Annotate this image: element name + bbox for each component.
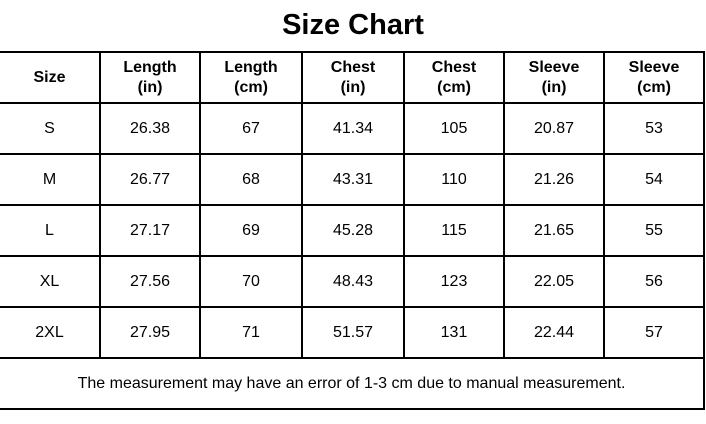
- measurement-cell: 48.43: [301, 255, 405, 308]
- note-row: The measurement may have an error of 1-3…: [0, 357, 705, 410]
- measurement-cell: 57: [603, 306, 705, 359]
- measurement-cell: 27.17: [99, 204, 201, 257]
- column-header: Size: [0, 51, 101, 104]
- measurement-cell: 70: [199, 255, 303, 308]
- measurement-cell: 22.44: [503, 306, 605, 359]
- measurement-cell: 55: [603, 204, 705, 257]
- column-header-line1: Chest: [330, 58, 376, 76]
- column-header: Length (cm): [199, 51, 303, 104]
- column-header-unit: (in): [340, 78, 366, 96]
- column-header-line1: Sleeve: [528, 58, 580, 76]
- column-header-line1: Size: [33, 68, 66, 86]
- measurement-cell: 54: [603, 153, 705, 206]
- measurement-cell: 21.65: [503, 204, 605, 257]
- measurement-cell: 22.05: [503, 255, 605, 308]
- column-header: Chest (in): [301, 51, 405, 104]
- column-header: Sleeve (cm): [603, 51, 705, 104]
- page-title: Size Chart: [282, 9, 424, 41]
- measurement-cell: 131: [403, 306, 505, 359]
- column-header-unit: (in): [137, 78, 163, 96]
- measurement-cell: 26.77: [99, 153, 201, 206]
- measurement-cell: 27.95: [99, 306, 201, 359]
- column-header: Chest (cm): [403, 51, 505, 104]
- size-cell: S: [0, 102, 101, 155]
- measurement-cell: 110: [403, 153, 505, 206]
- size-cell: XL: [0, 255, 101, 308]
- column-header: Length (in): [99, 51, 201, 104]
- column-header-unit: (in): [541, 78, 567, 96]
- measurement-cell: 51.57: [301, 306, 405, 359]
- table-row: XL 27.56 70 48.43 123 22.05 56: [0, 255, 705, 308]
- column-header-unit: (cm): [234, 78, 268, 96]
- measurement-note: The measurement may have an error of 1-3…: [0, 357, 705, 410]
- size-chart-table: Size Length (in) Length (cm) Chest (in) Chest (c…: [0, 51, 705, 410]
- table-row: M 26.77 68 43.31 110 21.26 54: [0, 153, 705, 206]
- measurement-cell: 67: [199, 102, 303, 155]
- header-row: Size Length (in) Length (cm) Chest (in) Chest (c…: [0, 51, 705, 104]
- measurement-cell: 27.56: [99, 255, 201, 308]
- measurement-cell: 71: [199, 306, 303, 359]
- measurement-cell: 21.26: [503, 153, 605, 206]
- size-cell: M: [0, 153, 101, 206]
- column-header-line1: Chest: [431, 58, 477, 76]
- column-header-line1: Length: [123, 58, 177, 76]
- measurement-cell: 115: [403, 204, 505, 257]
- measurement-cell: 45.28: [301, 204, 405, 257]
- measurement-cell: 26.38: [99, 102, 201, 155]
- column-header-unit: (cm): [437, 78, 471, 96]
- size-cell: 2XL: [0, 306, 101, 359]
- table-row: L 27.17 69 45.28 115 21.65 55: [0, 204, 705, 257]
- column-header-line1: Length: [224, 58, 278, 76]
- column-header-unit: (cm): [637, 78, 671, 96]
- column-header: Sleeve (in): [503, 51, 605, 104]
- measurement-cell: 68: [199, 153, 303, 206]
- measurement-cell: 105: [403, 102, 505, 155]
- measurement-cell: 69: [199, 204, 303, 257]
- measurement-cell: 41.34: [301, 102, 405, 155]
- measurement-cell: 56: [603, 255, 705, 308]
- table-row: S 26.38 67 41.34 105 20.87 53: [0, 102, 705, 155]
- size-cell: L: [0, 204, 101, 257]
- measurement-cell: 123: [403, 255, 505, 308]
- column-header-line1: Sleeve: [628, 58, 680, 76]
- table-row: 2XL 27.95 71 51.57 131 22.44 57: [0, 306, 705, 359]
- measurement-cell: 43.31: [301, 153, 405, 206]
- measurement-cell: 20.87: [503, 102, 605, 155]
- measurement-cell: 53: [603, 102, 705, 155]
